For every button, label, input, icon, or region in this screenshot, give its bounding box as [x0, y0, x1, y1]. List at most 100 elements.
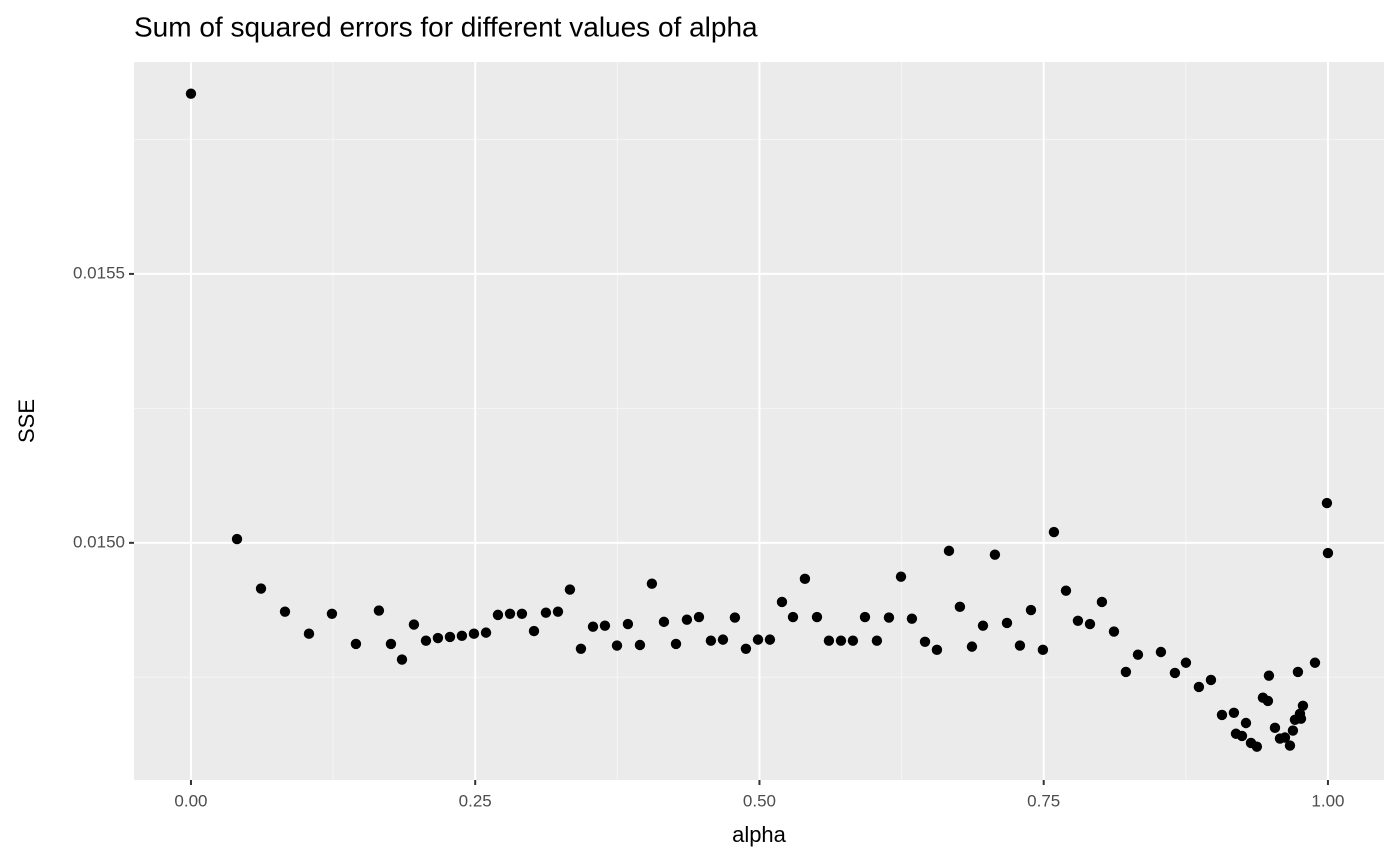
- point: [231, 533, 243, 545]
- point: [326, 608, 338, 620]
- point: [564, 584, 576, 595]
- point: [480, 627, 492, 638]
- point: [1025, 604, 1037, 616]
- point: [1180, 657, 1192, 668]
- point: [811, 611, 823, 623]
- point: [966, 641, 978, 652]
- point: [1262, 695, 1274, 707]
- point: [943, 545, 955, 557]
- x-tick-label: 0.50: [743, 791, 776, 810]
- point: [658, 616, 670, 628]
- point: [385, 638, 397, 650]
- point: [847, 635, 859, 646]
- point: [1321, 497, 1333, 509]
- point: [871, 635, 883, 646]
- point: [1001, 617, 1013, 629]
- point: [1155, 646, 1167, 658]
- point: [717, 634, 729, 645]
- y-tick-label: 0.0155: [73, 263, 125, 282]
- point: [622, 618, 634, 630]
- point: [1014, 640, 1026, 651]
- point: [1216, 709, 1228, 721]
- point: [1295, 713, 1307, 724]
- point: [906, 613, 918, 624]
- point: [1228, 707, 1240, 718]
- point: [1169, 667, 1181, 679]
- point: [752, 634, 764, 645]
- point: [693, 611, 705, 623]
- x-tick-label: 1.00: [1311, 791, 1344, 810]
- point: [516, 608, 528, 620]
- point: [883, 612, 895, 623]
- point: [1292, 666, 1304, 678]
- point: [1072, 615, 1084, 627]
- point: [799, 573, 811, 585]
- point: [787, 611, 799, 623]
- point: [740, 643, 752, 654]
- point: [954, 601, 966, 613]
- point: [611, 640, 623, 651]
- point: [1309, 657, 1321, 668]
- point: [303, 628, 315, 639]
- point: [528, 625, 540, 637]
- point: [729, 612, 741, 623]
- x-tick-label: 0.25: [459, 791, 492, 810]
- point: [468, 628, 480, 639]
- point: [764, 634, 776, 645]
- point: [681, 614, 693, 625]
- point: [919, 636, 931, 647]
- x-tick-label: 0.00: [174, 791, 207, 810]
- point: [1108, 626, 1120, 637]
- point: [1048, 526, 1060, 538]
- point: [1193, 681, 1205, 693]
- point: [1297, 700, 1309, 711]
- y-axis-title: SSE: [14, 399, 39, 443]
- point: [989, 549, 1001, 560]
- point: [1084, 618, 1096, 630]
- point: [1263, 670, 1275, 681]
- point: [1120, 666, 1132, 678]
- point: [931, 644, 943, 656]
- point: [1287, 725, 1299, 736]
- point: [670, 638, 682, 650]
- point: [540, 607, 552, 618]
- point: [977, 620, 989, 631]
- point: [255, 583, 267, 594]
- point: [776, 596, 788, 608]
- chart-title: Sum of squared errors for different valu…: [134, 11, 758, 42]
- point: [1132, 649, 1144, 660]
- point: [185, 88, 197, 99]
- point: [373, 605, 385, 616]
- point: [420, 635, 432, 646]
- point: [835, 635, 847, 646]
- point: [1322, 547, 1334, 559]
- point: [1205, 674, 1217, 686]
- x-tick-label: 0.75: [1027, 791, 1060, 810]
- point: [705, 635, 717, 646]
- point: [895, 571, 907, 582]
- point: [1251, 741, 1263, 752]
- point: [634, 639, 646, 651]
- point: [279, 606, 291, 617]
- point: [1037, 644, 1049, 656]
- point: [504, 608, 516, 620]
- point: [1240, 717, 1252, 729]
- point: [823, 635, 835, 646]
- point: [646, 578, 658, 589]
- point: [1060, 585, 1072, 596]
- point: [1284, 740, 1296, 751]
- point: [432, 632, 444, 644]
- point: [552, 606, 564, 617]
- point: [1236, 730, 1248, 742]
- point: [587, 621, 599, 632]
- point: [1279, 732, 1291, 743]
- point: [408, 619, 420, 630]
- point: [456, 630, 468, 642]
- point: [599, 620, 611, 631]
- x-axis-title: alpha: [732, 822, 787, 847]
- point: [859, 611, 871, 623]
- point: [575, 643, 587, 654]
- point: [444, 631, 456, 643]
- point: [396, 654, 408, 665]
